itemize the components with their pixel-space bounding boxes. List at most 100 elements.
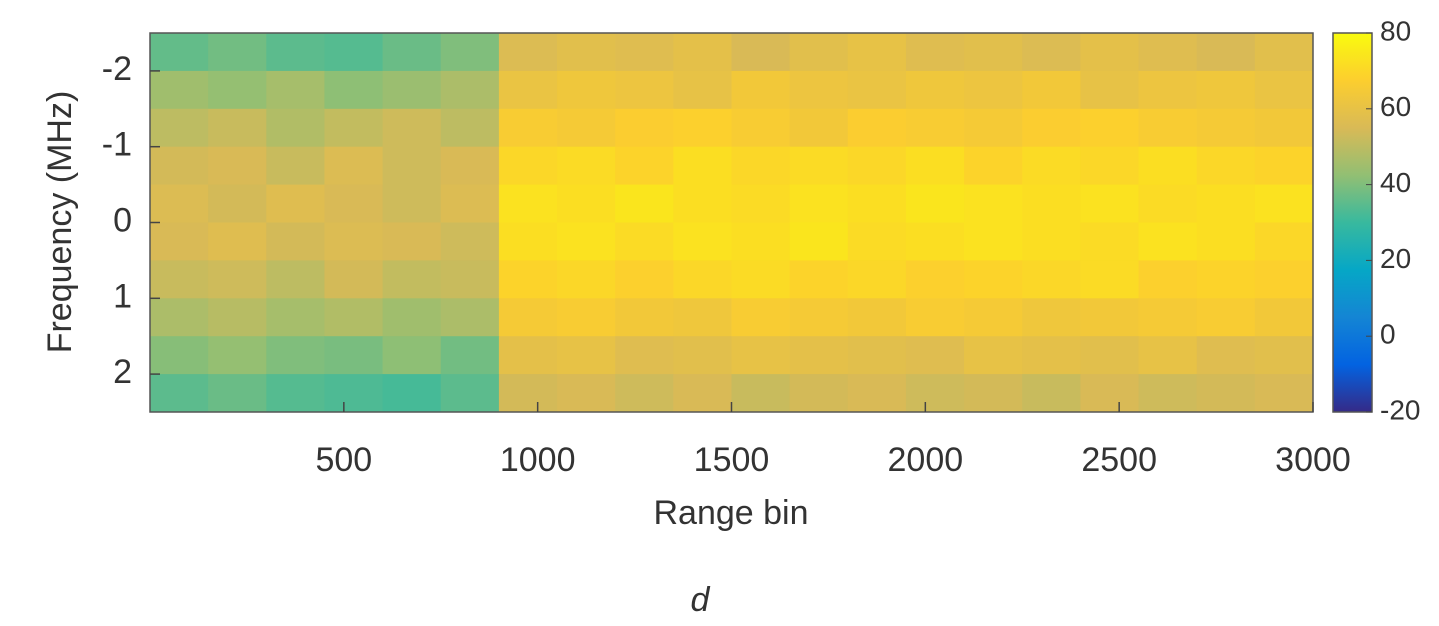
heatmap-cell	[673, 108, 732, 148]
colorbar: -20 0 20 40 60 80	[1332, 15, 1420, 425]
heatmap-cell	[1080, 336, 1140, 375]
heatmap-cell	[964, 184, 1023, 223]
heatmap-cell	[382, 222, 442, 261]
heatmap-cell	[615, 222, 674, 261]
heatmap-cell	[847, 184, 907, 223]
heatmap-cell	[615, 146, 674, 186]
heatmap-cell	[557, 336, 616, 375]
heatmap-cell	[208, 70, 267, 110]
heatmap-cell	[324, 374, 384, 412]
heatmap-cell	[150, 146, 209, 186]
heatmap-cell	[382, 108, 442, 148]
heatmap-cell	[905, 336, 965, 375]
heatmap-cell	[440, 260, 500, 299]
heatmap-cell	[266, 222, 325, 261]
heatmap-cell	[1138, 184, 1198, 223]
heatmap-cell	[440, 298, 500, 337]
heatmap-cell	[1138, 33, 1198, 72]
heatmap-cell	[847, 222, 907, 261]
heatmap-cell	[1080, 222, 1140, 261]
heatmap-cell	[266, 374, 325, 412]
heatmap-cell	[1196, 222, 1256, 261]
heatmap-cell	[615, 260, 674, 299]
colorbar-tick-label: -20	[1380, 394, 1420, 425]
heatmap-cell	[1254, 336, 1313, 375]
y-tick-label: 2	[113, 353, 132, 391]
heatmap-cell	[905, 260, 965, 299]
heatmap-cell	[1080, 374, 1140, 412]
heatmap-cell	[324, 70, 384, 110]
heatmap-cell	[789, 374, 849, 412]
heatmap-cell	[1196, 70, 1256, 110]
x-tick-label: 1500	[694, 441, 770, 479]
heatmap-cell	[731, 33, 791, 72]
heatmap-cell	[615, 184, 674, 223]
heatmap-cell	[615, 298, 674, 337]
heatmap-cell	[557, 33, 616, 72]
colorbar-tick-label: 40	[1380, 167, 1411, 198]
colorbar-tick-label: 20	[1380, 243, 1411, 274]
heatmap-cell	[208, 33, 267, 72]
y-tick-label: -1	[102, 126, 132, 164]
heatmap-cell	[1022, 184, 1081, 223]
heatmap-cell	[1138, 146, 1198, 186]
heatmap-cell	[557, 108, 616, 148]
heatmap-cell	[1196, 146, 1256, 186]
heatmap-cell	[382, 260, 442, 299]
heatmap-cell	[498, 184, 558, 223]
heatmap-cell	[673, 260, 732, 299]
heatmap-cell	[964, 33, 1023, 72]
heatmap-cell	[964, 70, 1023, 110]
heatmap-cell	[1254, 70, 1313, 110]
heatmap-cell	[324, 222, 384, 261]
heatmap-cell	[1254, 184, 1313, 223]
heatmap-cell	[1196, 298, 1256, 337]
heatmap-cell	[905, 70, 965, 110]
heatmap-cell	[440, 146, 500, 186]
heatmap-cell	[208, 374, 267, 412]
heatmap-cell	[1022, 298, 1081, 337]
heatmap-cell	[1196, 33, 1256, 72]
heatmap-cell	[266, 146, 325, 186]
heatmap-cell	[615, 374, 674, 412]
y-tick-label: 1	[113, 277, 132, 315]
y-tick-label: 0	[113, 201, 132, 239]
heatmap-cell	[498, 298, 558, 337]
heatmap-cell	[1022, 70, 1081, 110]
heatmap-cell	[615, 336, 674, 375]
heatmap-cell	[266, 184, 325, 223]
heatmap-cell	[1138, 260, 1198, 299]
heatmap-cell	[789, 298, 849, 337]
heatmap-cell	[324, 336, 384, 375]
heatmap-cell	[382, 184, 442, 223]
heatmap-cell	[440, 184, 500, 223]
heatmap-cell	[789, 146, 849, 186]
heatmap-cell	[1080, 146, 1140, 186]
heatmap-cell	[557, 260, 616, 299]
heatmap-cell	[1138, 336, 1198, 375]
caption: d	[691, 581, 711, 619]
heatmap-cell	[615, 33, 674, 72]
heatmap-cell	[1138, 70, 1198, 110]
heatmap-cell	[557, 222, 616, 261]
heatmap-cell	[440, 336, 500, 375]
heatmap-cell	[905, 146, 965, 186]
heatmap-cell	[208, 146, 267, 186]
heatmap-cell	[440, 108, 500, 148]
heatmap-cell	[498, 260, 558, 299]
heatmap-cell	[382, 374, 442, 412]
heatmap-cell	[498, 336, 558, 375]
y-tick-label: -2	[102, 50, 132, 88]
heatmap-cell	[1022, 260, 1081, 299]
heatmap-cell	[150, 222, 209, 261]
heatmap-cell	[150, 374, 209, 412]
heatmap-cell	[266, 70, 325, 110]
heatmap-cell	[789, 336, 849, 375]
heatmap-cell	[1196, 374, 1256, 412]
heatmap-cell	[1080, 70, 1140, 110]
heatmap-cell	[731, 222, 791, 261]
heatmap-cell	[905, 108, 965, 148]
heatmap-cell	[1022, 146, 1081, 186]
heatmap-cell	[1138, 298, 1198, 337]
heatmap-cell	[324, 184, 384, 223]
